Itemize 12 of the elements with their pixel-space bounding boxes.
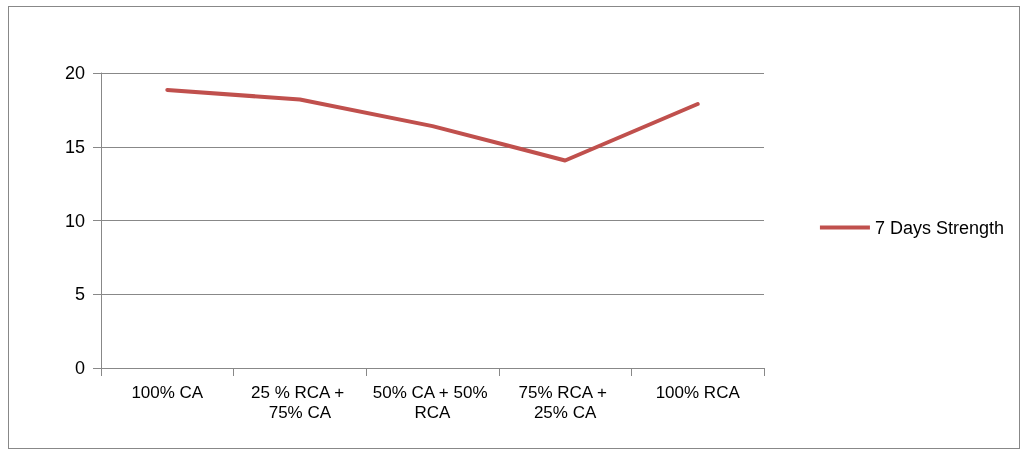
x-tick-label: 100% CA xyxy=(131,382,204,402)
x-tick-label: 25 % RCA + 75% CA xyxy=(250,382,349,422)
y-tick-label: 15 xyxy=(64,136,85,157)
y-tick-label: 5 xyxy=(74,284,85,305)
legend-label: 7 Days Strength xyxy=(874,217,1005,238)
y-tick-label: 10 xyxy=(64,210,85,231)
x-tick-label: 75% RCA + 25% CA xyxy=(518,382,612,422)
y-tick-label: 20 xyxy=(64,63,85,83)
x-tick-label: 100% RCA xyxy=(655,382,741,402)
line-series xyxy=(165,87,700,163)
y-tick-label: 0 xyxy=(74,358,85,378)
x-tick-label: 50% CA + 50% RCA xyxy=(372,382,493,422)
